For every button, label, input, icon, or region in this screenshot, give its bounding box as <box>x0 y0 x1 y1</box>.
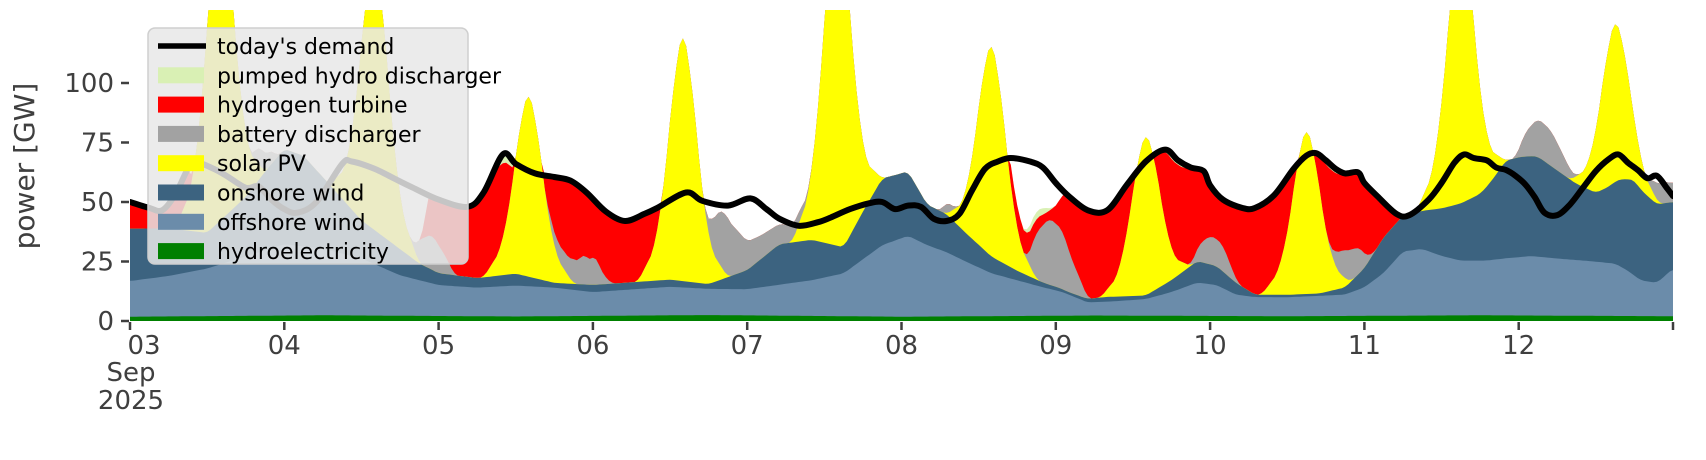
legend: today's demand pumped hydro discharger hyd… <box>147 27 502 265</box>
onshore-wind-legend-swatch <box>158 184 204 201</box>
legend-item-label: today's demand <box>217 35 394 60</box>
y-axis: 0 25 50 75 100 <box>64 69 129 337</box>
x-axis: 03 04 05 06 07 08 09 10 11 12 <box>127 322 1675 361</box>
legend-item-solar-pv: solar PV <box>158 152 306 177</box>
stacked-areas <box>130 10 1673 321</box>
legend-item-offshore-wind: offshore wind <box>158 211 366 236</box>
x-tick-label: 07 <box>731 331 764 361</box>
legend-item-hydrogen-turbine: hydrogen turbine <box>158 94 408 119</box>
x-tick-label: 12 <box>1502 331 1535 361</box>
x-tick-label: 03 <box>127 331 160 361</box>
x-tick-label: 09 <box>1039 331 1072 361</box>
x-tick-label: 04 <box>268 331 301 361</box>
x-tick-label: 10 <box>1194 331 1227 361</box>
y-axis-title: power [GW] <box>8 83 41 250</box>
legend-item-label: hydroelectricity <box>217 240 389 265</box>
legend-item-label: offshore wind <box>217 211 366 236</box>
hydrogen-turbine-legend-swatch <box>158 96 204 113</box>
x-tick-label: 11 <box>1348 331 1381 361</box>
y-tick-label: 25 <box>81 248 114 278</box>
x-tick-label: 08 <box>885 331 918 361</box>
x-tick-label: 06 <box>576 331 609 361</box>
legend-item-label: battery discharger <box>217 123 422 148</box>
legend-item-pumped-hydro-discharger: pumped hydro discharger <box>158 64 502 89</box>
area-onshore-wind <box>130 150 1673 321</box>
area-hydroelectricity <box>130 315 1673 321</box>
y-tick-label: 75 <box>81 129 114 159</box>
legend-item-label: solar PV <box>217 152 306 177</box>
area-offshore-wind <box>130 236 1673 321</box>
x-axis-month-label: Sep <box>106 358 155 388</box>
legend-item-onshore-wind: onshore wind <box>158 182 364 207</box>
legend-item-hydroelectricity: hydroelectricity <box>158 240 389 265</box>
area-solar-pv <box>130 10 1673 321</box>
legend-box <box>147 27 469 265</box>
battery-discharger-legend-swatch <box>158 125 204 142</box>
legend-item-label: onshore wind <box>217 182 364 207</box>
pumped-hydro-discharger-legend-swatch <box>158 67 204 84</box>
y-tick-label: 100 <box>64 69 114 99</box>
y-tick-label: 0 <box>97 307 114 337</box>
hydroelectricity-legend-swatch <box>158 243 204 260</box>
y-tick-label: 50 <box>81 188 114 218</box>
x-axis-year-label: 2025 <box>98 386 164 416</box>
legend-item-demand: today's demand <box>158 35 394 60</box>
solar-pv-legend-swatch <box>158 155 204 172</box>
x-tick-label: 05 <box>422 331 455 361</box>
legend-item-label: pumped hydro discharger <box>217 64 502 89</box>
legend-item-label: hydrogen turbine <box>217 94 408 119</box>
legend-item-battery-discharger: battery discharger <box>158 123 422 148</box>
offshore-wind-legend-swatch <box>158 213 204 230</box>
